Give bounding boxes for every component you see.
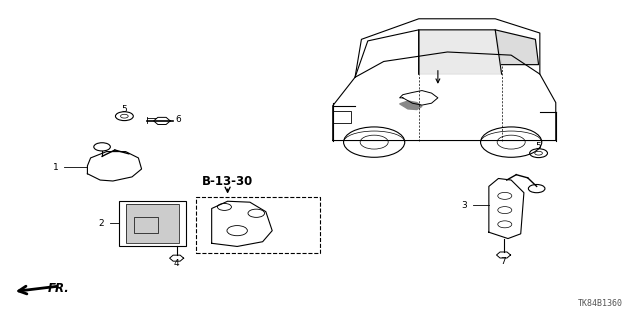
Text: 6: 6 [175,115,181,124]
Bar [196,197,320,253]
Bar [134,217,158,233]
Text: 3: 3 [462,201,468,210]
Polygon shape [399,101,422,109]
Text: B-13-30: B-13-30 [202,175,253,188]
Bar [119,201,186,247]
Text: 4: 4 [174,259,179,268]
Bar [333,111,351,123]
Bar [126,204,179,243]
Polygon shape [495,30,539,65]
Text: 2: 2 [99,219,104,228]
Text: 5: 5 [122,105,127,114]
Text: FR.: FR. [47,282,69,295]
Bar [126,204,179,243]
Text: 5: 5 [536,142,541,151]
Polygon shape [419,30,502,74]
Text: 1: 1 [52,163,58,172]
Text: TK84B1360: TK84B1360 [578,299,623,308]
Text: 7: 7 [500,257,506,266]
